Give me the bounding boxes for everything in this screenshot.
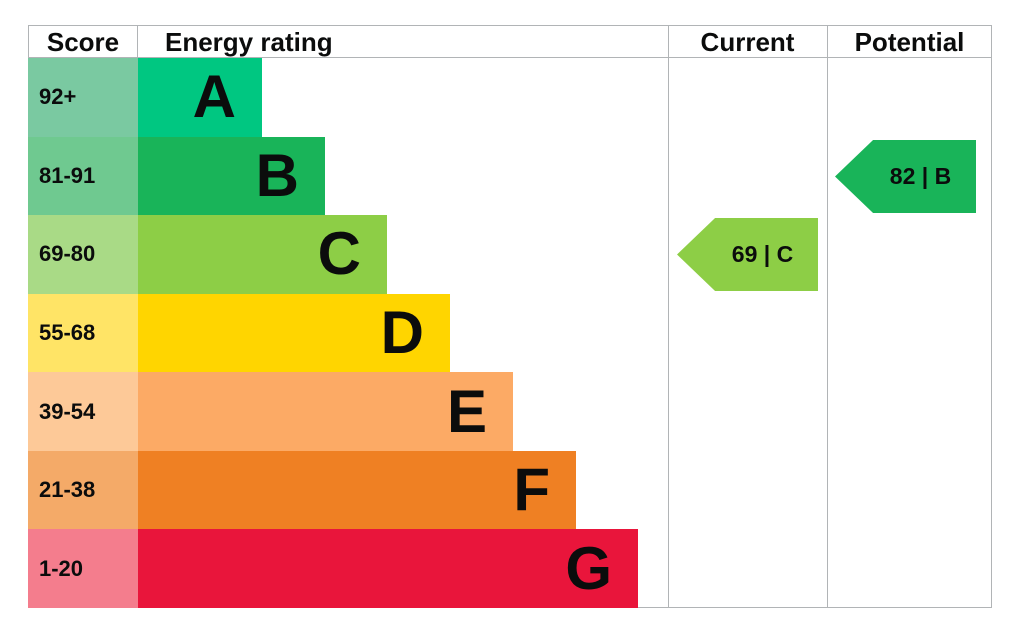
- rating-bar: C: [138, 215, 387, 294]
- potential-column-header: Potential: [854, 26, 965, 57]
- rating-bar: D: [138, 293, 450, 373]
- current-arrow: 69 | C: [677, 218, 818, 291]
- current-column-header: Current: [700, 26, 795, 57]
- score-range-label: 39-54: [39, 398, 96, 424]
- band-row-d: 55-68 D: [28, 293, 668, 373]
- score-cell: 81-91: [28, 136, 138, 216]
- epc-rating-chart: Score Energy rating Current Potential 92…: [28, 25, 992, 609]
- potential-arrow-label: 82 | B: [889, 163, 952, 189]
- score-column-header: Score: [28, 26, 138, 57]
- score-range-label: 55-68: [39, 320, 96, 346]
- current-arrow-label: 69 | C: [731, 241, 794, 267]
- band-letter: G: [565, 534, 612, 602]
- energy-rating-column-header: Energy rating: [165, 26, 333, 57]
- current-column-divider: [668, 25, 669, 607]
- score-cell: 69-80: [28, 215, 138, 294]
- band-letter: D: [380, 299, 424, 367]
- score-range-label: 81-91: [39, 162, 96, 188]
- potential-arrow: 82 | B: [835, 140, 976, 213]
- score-cell: 55-68: [28, 293, 138, 373]
- rating-bar: F: [138, 450, 576, 530]
- band-letter: E: [446, 377, 487, 445]
- band-letter: B: [255, 141, 299, 209]
- band-letter: F: [513, 456, 550, 524]
- score-cell: 39-54: [28, 372, 138, 451]
- band-row-e: 39-54 E: [28, 372, 668, 451]
- band-row-g: 1-20 G: [28, 529, 668, 609]
- rating-bar: G: [138, 529, 638, 609]
- score-range-label: 69-80: [39, 241, 96, 267]
- potential-column-divider: [827, 25, 828, 607]
- score-range-label: 92+: [39, 84, 77, 110]
- band-row-a: 92+ A: [28, 58, 668, 137]
- rating-bar: E: [138, 372, 513, 451]
- score-range-label: 1-20: [39, 555, 84, 581]
- band-row-b: 81-91 B: [28, 136, 668, 216]
- chart-right-border: [991, 25, 992, 607]
- score-cell: 1-20: [28, 529, 138, 609]
- header-row: Score Energy rating Current Potential: [28, 25, 992, 58]
- band-rows: 92+ A 81-91 B 69-80 C 55-68 D 39-54 E 21…: [28, 58, 668, 609]
- band-row-c: 69-80 C: [28, 215, 668, 294]
- score-range-label: 21-38: [39, 477, 96, 503]
- score-cell: 92+: [28, 58, 138, 137]
- score-cell: 21-38: [28, 450, 138, 530]
- rating-bar: A: [138, 58, 262, 137]
- band-row-f: 21-38 F: [28, 450, 668, 530]
- band-letter: A: [192, 63, 236, 131]
- rating-bar: B: [138, 136, 325, 216]
- band-letter: C: [317, 220, 361, 288]
